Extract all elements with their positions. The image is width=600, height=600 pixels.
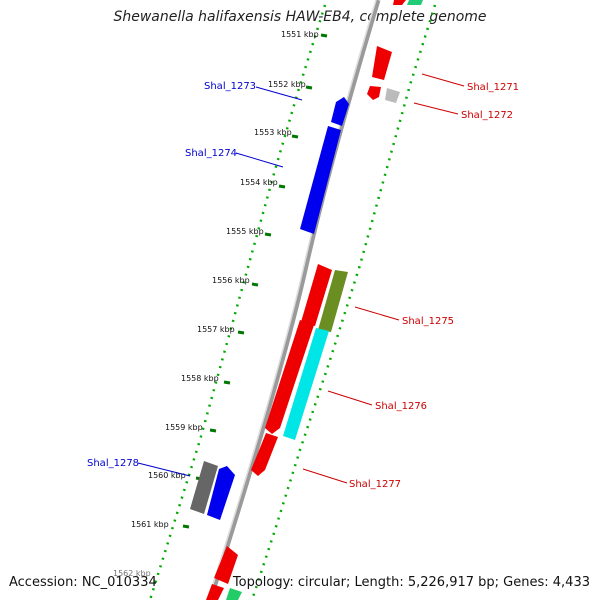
leader-shal-1272 [413, 102, 459, 115]
tick-1551 [320, 33, 328, 38]
inner-dotted-track [148, 4, 327, 600]
gene-shal-1275-red[interactable] [301, 264, 332, 326]
tick-1556 [251, 282, 259, 287]
gene-shal-1275[interactable] [318, 270, 348, 332]
label-shal-1274[interactable]: Shal_1274 [185, 148, 237, 159]
leader-shal-1273 [255, 86, 303, 101]
tick-1558 [223, 380, 231, 385]
tick-1554 [278, 184, 286, 189]
gene-top-red[interactable] [393, 0, 406, 5]
tick-label-1557: 1557 kbp [197, 325, 235, 334]
reverse-genes [190, 97, 349, 520]
tick-label-1559: 1559 kbp [165, 423, 203, 432]
tick-label-1552: 1552 kbp [268, 80, 306, 89]
label-shal-1271[interactable]: Shal_1271 [467, 82, 519, 93]
gene-shal-1278-gray[interactable] [190, 461, 218, 514]
tick-label-1562: 1562 kbp [113, 569, 151, 578]
gene-shal-1277[interactable] [251, 433, 278, 476]
label-shal-1277[interactable]: Shal_1277 [349, 479, 401, 490]
leader-shal-1271 [421, 73, 465, 87]
gene-shal-1271b[interactable] [367, 86, 381, 100]
outer-dotted-track [250, 4, 437, 600]
gene-shal-1278[interactable] [207, 466, 235, 520]
gene-shal-1273[interactable] [331, 97, 349, 126]
leader-shal-1277 [302, 468, 348, 484]
tick-label-1556: 1556 kbp [212, 276, 250, 285]
gene-bottom-red-1[interactable] [214, 546, 238, 584]
tick-label-1560: 1560 kbp [148, 471, 186, 480]
forward-genes [206, 0, 423, 600]
tick-label-1561: 1561 kbp [131, 520, 169, 529]
label-shal-1276[interactable]: Shal_1276 [375, 401, 427, 412]
gene-shal-1274[interactable] [300, 126, 341, 234]
tick-1555 [264, 232, 272, 237]
label-leaders [137, 73, 465, 484]
tick-label-1558: 1558 kbp [181, 374, 219, 383]
tick-label-1555: 1555 kbp [226, 227, 264, 236]
label-shal-1273[interactable]: Shal_1273 [204, 81, 256, 92]
accession-text: Accession: NC_010334 [9, 575, 157, 590]
gene-shal-1276-red[interactable] [265, 320, 314, 434]
map-title: Shewanella halifaxensis HAW-EB4, complet… [113, 9, 487, 25]
tick-label-1553: 1553 kbp [254, 128, 292, 137]
tick-1552 [305, 85, 313, 90]
gene-bottom-green[interactable] [226, 588, 242, 600]
label-shal-1272[interactable]: Shal_1272 [461, 110, 513, 121]
gene-shal-1276[interactable] [283, 328, 329, 440]
leader-shal-1278 [137, 462, 191, 477]
tick-label-1554: 1554 kbp [240, 178, 278, 187]
leader-shal-1276 [327, 390, 373, 406]
tick-1559 [209, 428, 217, 433]
genome-backbone [207, 0, 381, 600]
gene-shal-1272[interactable] [385, 88, 400, 103]
leader-shal-1274 [235, 152, 284, 168]
tick-1557 [237, 330, 245, 335]
gene-top-green[interactable] [407, 0, 423, 5]
tick-1561 [182, 524, 190, 529]
label-shal-1278[interactable]: Shal_1278 [87, 458, 139, 469]
genome-summary-text: Topology: circular; Length: 5,226,917 bp… [232, 575, 590, 590]
gene-shal-1271[interactable] [372, 46, 392, 80]
label-shal-1275[interactable]: Shal_1275 [402, 316, 454, 327]
tick-label-1551: 1551 kbp [281, 30, 319, 39]
gene-bottom-red-2[interactable] [206, 584, 224, 600]
leader-shal-1275 [354, 306, 400, 321]
tick-1553 [291, 134, 299, 139]
